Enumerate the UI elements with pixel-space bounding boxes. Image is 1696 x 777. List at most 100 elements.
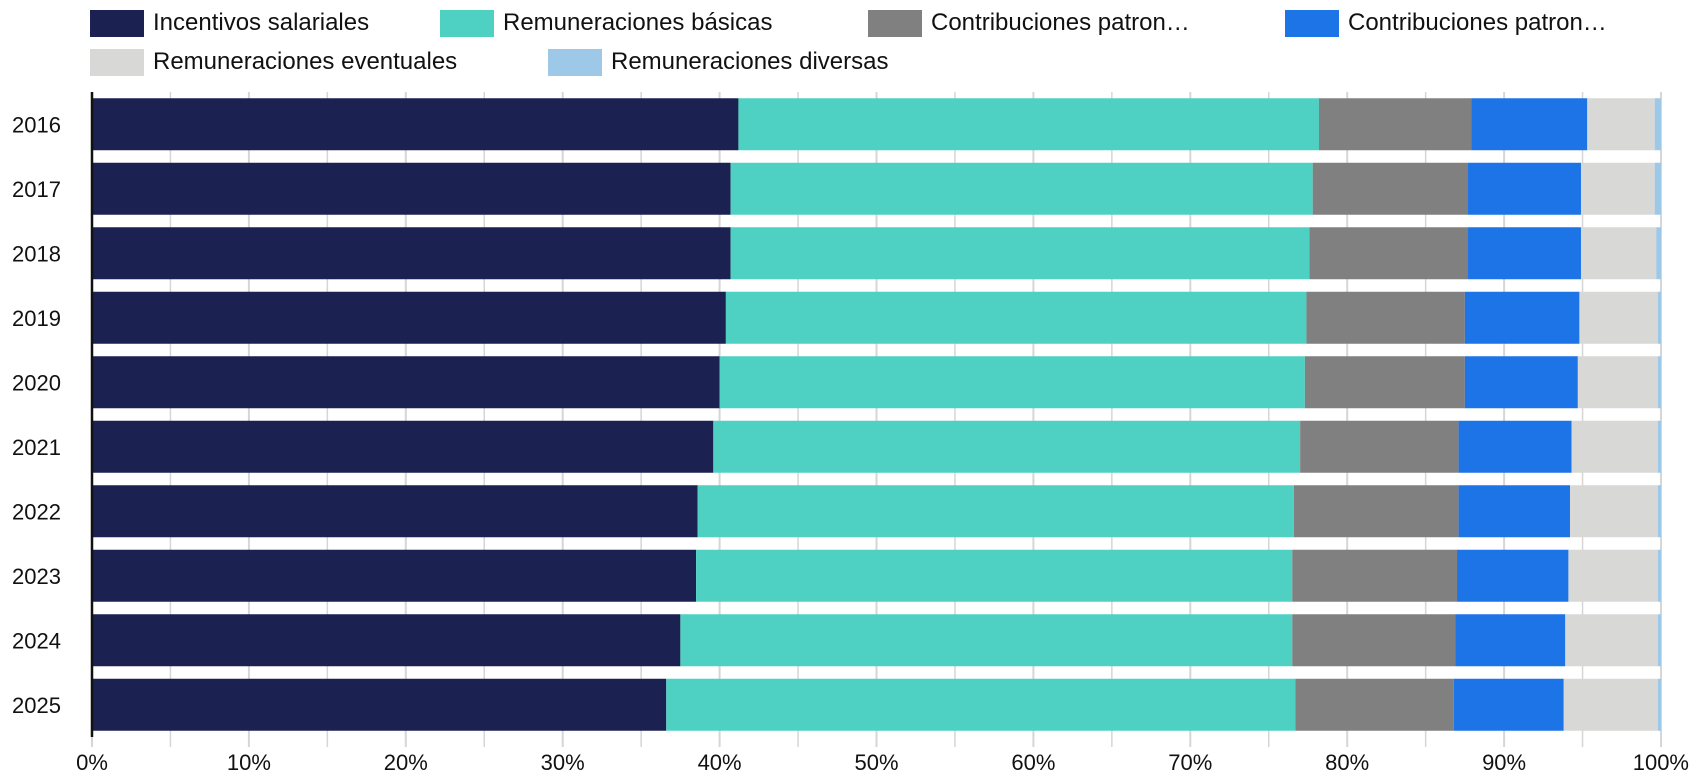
bar-segment xyxy=(92,227,731,280)
x-tick-label: 60% xyxy=(1011,750,1055,775)
bar-segment xyxy=(1579,291,1658,344)
bar-segment xyxy=(1312,162,1469,215)
legend-label: Remuneraciones básicas xyxy=(503,9,773,36)
bar-segment xyxy=(92,291,726,344)
bar-segment xyxy=(1295,678,1454,731)
legend-swatch xyxy=(868,9,922,37)
legend-item: Incentivos salariales xyxy=(90,8,369,38)
bar-segment xyxy=(725,291,1307,344)
bar-segment xyxy=(1654,162,1661,215)
bar-segment xyxy=(92,98,739,151)
bar-segment xyxy=(1657,356,1661,409)
x-tick-label: 80% xyxy=(1325,750,1369,775)
bar-segment xyxy=(1657,614,1661,667)
bar-segment xyxy=(1580,162,1655,215)
bar-segment xyxy=(92,678,667,731)
bar-segment xyxy=(1657,420,1661,473)
y-tick-label: 2024 xyxy=(12,628,61,653)
bar-segment xyxy=(1292,549,1458,602)
bar-segment xyxy=(1292,614,1456,667)
bar-segment xyxy=(738,98,1319,151)
x-tick-label: 20% xyxy=(384,750,428,775)
x-tick-label: 40% xyxy=(698,750,742,775)
bar-segment xyxy=(1468,162,1581,215)
bar-segment xyxy=(92,549,697,602)
legend: Incentivos salariales Remuneraciones bási… xyxy=(0,0,1696,90)
bar-segment xyxy=(1571,420,1658,473)
bar-segment xyxy=(1464,356,1578,409)
y-tick-label: 2021 xyxy=(12,435,61,460)
bar-segment xyxy=(1464,291,1580,344)
legend-label: Incentivos salariales xyxy=(153,9,370,36)
bar-segment xyxy=(713,420,1301,473)
y-tick-label: 2017 xyxy=(12,177,61,202)
legend-swatch xyxy=(90,48,144,76)
bars xyxy=(92,98,1661,731)
legend-swatch xyxy=(548,48,602,76)
bar-segment xyxy=(1304,356,1465,409)
bar-segment xyxy=(1455,614,1566,667)
y-tick-label: 2020 xyxy=(12,370,61,395)
bar-segment xyxy=(1309,227,1469,280)
legend-item: Remuneraciones diversas xyxy=(548,47,888,77)
legend-item: Remuneraciones básicas xyxy=(440,8,772,38)
y-tick-label: 2023 xyxy=(12,564,61,589)
y-tick-label: 2025 xyxy=(12,693,61,718)
bar-segment xyxy=(92,420,714,473)
legend-item: Contribuciones patron… xyxy=(868,8,1190,38)
bar-segment xyxy=(1577,356,1658,409)
bar-segment xyxy=(719,356,1305,409)
bar-segment xyxy=(1318,98,1472,151)
x-tick-label: 30% xyxy=(541,750,585,775)
bar-segment xyxy=(1468,227,1581,280)
bar-segment xyxy=(1453,678,1564,731)
legend-swatch xyxy=(1285,9,1339,37)
bar-segment xyxy=(1657,485,1661,538)
legend-swatch xyxy=(90,9,144,37)
bar-segment xyxy=(1580,227,1657,280)
bar-segment xyxy=(1306,291,1465,344)
bar-segment xyxy=(1563,678,1658,731)
bar-segment xyxy=(92,356,720,409)
bar-segment xyxy=(730,227,1310,280)
bar-segment xyxy=(92,162,731,215)
bar-segment xyxy=(680,614,1293,667)
legend-label: Remuneraciones diversas xyxy=(611,48,889,75)
bar-segment xyxy=(92,485,698,538)
x-tick-label: 10% xyxy=(227,750,271,775)
bar-segment xyxy=(1654,98,1661,151)
bar-segment xyxy=(730,162,1313,215)
bar-segment xyxy=(1565,614,1658,667)
x-tick-label: 70% xyxy=(1168,750,1212,775)
bar-segment xyxy=(696,549,1293,602)
bar-segment xyxy=(1569,485,1658,538)
y-tick-label: 2016 xyxy=(12,112,61,137)
bar-segment xyxy=(1457,549,1569,602)
y-tick-label: 2019 xyxy=(12,306,61,331)
bar-segment xyxy=(1568,549,1658,602)
legend-label: Contribuciones patron… xyxy=(1348,9,1607,36)
bar-segment xyxy=(1471,98,1588,151)
bar-segment xyxy=(1657,678,1661,731)
bar-segment xyxy=(1657,549,1661,602)
bar-segment xyxy=(1293,485,1459,538)
x-tick-label: 0% xyxy=(76,750,108,775)
bar-segment xyxy=(666,678,1296,731)
bar-segment xyxy=(1458,485,1570,538)
bar-segment xyxy=(1657,291,1661,344)
bar-segment xyxy=(1300,420,1459,473)
bar-segment xyxy=(92,614,681,667)
legend-label: Remuneraciones eventuales xyxy=(153,48,458,75)
y-tick-label: 2022 xyxy=(12,499,61,524)
legend-label: Contribuciones patron… xyxy=(931,9,1190,36)
bar-segment xyxy=(1458,420,1572,473)
bar-segment xyxy=(697,485,1294,538)
x-tick-label: 50% xyxy=(854,750,898,775)
x-tick-label: 100% xyxy=(1633,750,1689,775)
bar-segment xyxy=(1656,227,1661,280)
legend-swatch xyxy=(440,9,494,37)
bar-segment xyxy=(1587,98,1655,151)
legend-item: Remuneraciones eventuales xyxy=(90,47,457,77)
x-tick-label: 90% xyxy=(1482,750,1526,775)
